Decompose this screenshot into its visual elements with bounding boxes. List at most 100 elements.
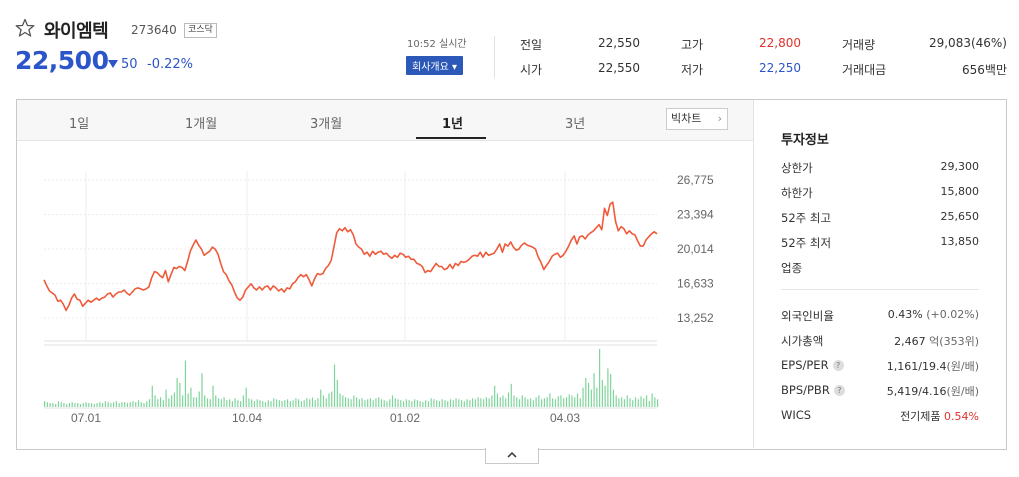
panel-divider (753, 100, 754, 448)
volume-bar (289, 401, 291, 407)
volume-bar (52, 403, 54, 407)
volume-bar (507, 392, 510, 407)
volume-bar (621, 397, 623, 407)
volume-bar (284, 400, 286, 407)
volume-bar (118, 403, 120, 407)
tab-1month[interactable]: 1개월 (185, 117, 218, 132)
volume-bar (242, 395, 245, 407)
tab-3year[interactable]: 3년 (565, 117, 586, 132)
realtime-label: 10:52 실시간 (407, 39, 467, 50)
prev-close-value: 22,550 (598, 36, 640, 50)
volume-bar (140, 402, 142, 407)
volume-bar (447, 401, 449, 407)
x-tick-label: 07.01 (71, 411, 101, 425)
volume-bar (516, 397, 518, 407)
volume-bar (648, 401, 650, 407)
foreign-ratio-change: (+0.02%) (926, 308, 979, 321)
volume-bar (298, 399, 300, 407)
volume-bar (657, 399, 659, 407)
volume-bar (587, 382, 590, 407)
volume-bar (615, 395, 617, 407)
volume-bar (231, 401, 233, 407)
volume-bar (267, 400, 269, 407)
y-tick-label: 20,014 (677, 242, 714, 256)
volume-bar (226, 400, 228, 407)
volume-bar (165, 389, 167, 407)
volume-bar (458, 399, 460, 407)
high-value: 22,800 (759, 36, 801, 50)
volume-bar (645, 395, 648, 407)
y-tick-label: 26,775 (677, 173, 714, 187)
volume-bar (532, 400, 534, 407)
volume-bar (262, 401, 264, 407)
volume-bar (438, 401, 441, 407)
volume-bar (275, 399, 278, 407)
big-chart-button[interactable]: 빅차트 › (666, 108, 728, 130)
eps-per-text: EPS/PER (781, 358, 829, 372)
volume-bar (101, 403, 104, 407)
volume-bar (372, 400, 374, 407)
bps-pbr-unit: (원/배) (946, 385, 979, 398)
tab-1year[interactable]: 1년 (442, 117, 464, 132)
big-chart-label: 빅차트 (671, 112, 702, 125)
volume-bar (599, 349, 601, 407)
foreign-ratio: 0.43% (887, 308, 923, 321)
low-value: 22,250 (759, 61, 801, 75)
volume-bar (187, 393, 189, 407)
volume-bar (66, 404, 68, 407)
volume-bar (480, 398, 482, 407)
volume-bar (281, 401, 283, 407)
volume-bar (543, 398, 545, 407)
divider (781, 289, 979, 290)
volume-bar (527, 399, 529, 407)
volume-bar (469, 400, 471, 407)
volume-bar (184, 360, 187, 407)
volume-bar (375, 398, 377, 407)
volume-bar (524, 397, 526, 407)
volume-bar (593, 373, 595, 407)
help-icon[interactable]: ? (833, 385, 845, 396)
volume-bar (88, 403, 90, 407)
volume-bar (151, 385, 153, 407)
volume-bar (411, 401, 413, 407)
y-tick-label: 16,633 (677, 277, 714, 291)
volume-bar (590, 389, 592, 407)
volume-bar (571, 395, 573, 407)
volume-bar (419, 401, 421, 407)
y-tick-label: 23,394 (677, 208, 714, 222)
stock-code: 273640 (131, 23, 177, 37)
tab-3month[interactable]: 3개월 (310, 117, 343, 132)
volume-bar (77, 403, 79, 407)
star-icon[interactable] (15, 18, 35, 38)
volume-bar (436, 400, 438, 407)
upper-limit-value: 29,300 (940, 160, 980, 173)
volume-bar (220, 399, 222, 407)
eps-per-unit: (원/배) (946, 360, 979, 373)
volume-bar (538, 395, 540, 407)
volume-bar (85, 402, 87, 407)
wics-sector[interactable]: 전기제품 (900, 410, 941, 423)
volume-bar (612, 389, 615, 407)
market-badge: 코스닥 (184, 23, 217, 38)
trade-value-label: 거래대금 (842, 63, 887, 77)
volume-bar (618, 398, 620, 407)
volume-bar (333, 364, 336, 407)
volume-bar (60, 402, 62, 407)
volume-bar (309, 399, 311, 407)
volume-bar (110, 403, 112, 407)
volume-bar (466, 399, 468, 407)
bps-pbr-label: BPS/PBR? (781, 383, 845, 397)
volume-label: 거래량 (842, 38, 876, 52)
volume-bar (314, 400, 316, 407)
volume-bar (317, 398, 319, 407)
divider (494, 36, 495, 78)
tab-1day[interactable]: 1일 (69, 117, 90, 132)
collapse-button[interactable] (485, 448, 539, 464)
volume-bar (568, 394, 570, 407)
volume-bar (485, 397, 488, 407)
period-tabs: 1일 1개월 3개월 1년 3년 (17, 100, 753, 141)
volume-bar (629, 398, 631, 407)
help-icon[interactable]: ? (832, 360, 844, 371)
volume-bar (107, 402, 109, 407)
company-overview-button[interactable]: 회사개요 ▾ (406, 56, 463, 75)
